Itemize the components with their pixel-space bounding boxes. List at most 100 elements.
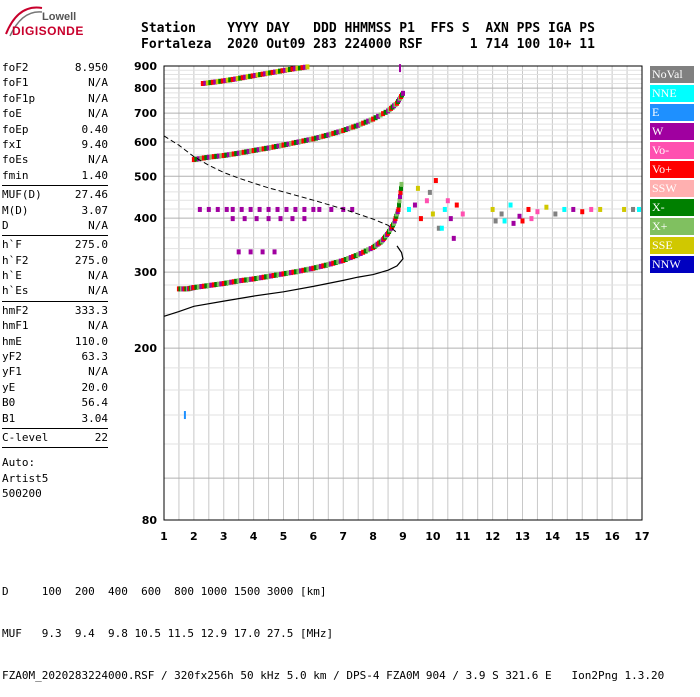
data-point (271, 144, 276, 150)
data-point (265, 70, 270, 76)
data-point (401, 90, 405, 96)
param-label: h`E (2, 269, 22, 283)
data-point (631, 206, 636, 212)
data-point (200, 81, 205, 87)
data-point (219, 153, 224, 159)
data-point (226, 152, 231, 158)
x-tick-label: 2 (190, 530, 198, 543)
data-point (436, 225, 441, 231)
x-tick-label: 16 (604, 530, 620, 543)
data-point (245, 74, 250, 80)
data-point (208, 80, 213, 86)
data-point (363, 119, 368, 125)
data-point (445, 198, 450, 204)
data-point (415, 185, 420, 191)
param-label: hmF2 (2, 303, 29, 317)
data-point (637, 206, 642, 212)
x-tick-label: 3 (220, 530, 228, 543)
data-point (333, 260, 338, 266)
data-point (261, 274, 266, 280)
data-point (254, 216, 259, 222)
data-point (274, 272, 279, 278)
data-point (430, 211, 435, 217)
data-point (248, 206, 253, 212)
x-tick-label: 6 (310, 530, 318, 543)
data-point (378, 112, 383, 118)
param-row: foEs N/A (2, 152, 108, 167)
data-point (275, 69, 280, 75)
data-point (318, 134, 323, 140)
data-point (535, 209, 540, 215)
param-value: 1.40 (81, 168, 109, 182)
plot-frame (163, 65, 643, 521)
param-row: foF2 8.950 (2, 60, 108, 75)
data-point (240, 75, 245, 81)
data-point (511, 220, 516, 226)
data-point (305, 64, 310, 70)
data-point (412, 202, 417, 208)
legend-item-x-: X- (650, 199, 694, 216)
data-point (571, 206, 576, 212)
y-tick-label: 700 (134, 107, 157, 120)
param-label: foF2 (2, 61, 29, 74)
param-value: N/A (88, 284, 108, 298)
x-tick-label: 13 (515, 530, 530, 543)
data-point (328, 131, 333, 137)
data-point (239, 150, 244, 156)
data-point (328, 261, 333, 267)
y-tick-label: 200 (134, 342, 157, 355)
data-point (343, 127, 348, 133)
data-point (263, 71, 268, 77)
param-label: MUF(D) (2, 188, 42, 202)
data-point (261, 146, 266, 152)
param-value: 0.40 (81, 122, 109, 136)
data-point (220, 78, 225, 84)
data-point (216, 153, 221, 159)
param-row: yF1 N/A (2, 364, 108, 379)
data-point (260, 71, 265, 77)
legend-item-noval: NoVal (650, 66, 694, 83)
data-point (244, 277, 249, 283)
data-point (368, 246, 373, 252)
data-point (233, 76, 238, 82)
param-divider (2, 447, 108, 449)
param-label: B1 (2, 411, 16, 425)
data-point (361, 249, 366, 255)
data-point (283, 142, 288, 148)
data-point (288, 140, 293, 146)
data-point (270, 69, 275, 75)
autoscale-line: Auto: (2, 456, 36, 470)
legend-item-w: W (650, 123, 694, 140)
data-point (201, 283, 206, 289)
data-point (183, 411, 186, 420)
data-point (260, 249, 265, 255)
param-value: N/A (88, 269, 108, 283)
data-point (274, 144, 279, 150)
data-point (224, 280, 229, 286)
data-point (293, 206, 298, 212)
data-point (321, 263, 326, 269)
x-tick-label: 11 (455, 530, 470, 543)
data-point (313, 265, 318, 271)
data-point (249, 148, 254, 154)
data-point (226, 280, 231, 286)
data-point (224, 152, 229, 158)
data-point (280, 68, 285, 74)
legend-item-vo-: Vo+ (650, 161, 694, 178)
data-point (204, 283, 209, 289)
param-label: M(D) (2, 203, 29, 217)
data-point (254, 276, 259, 282)
data-point (273, 69, 278, 75)
data-point (291, 269, 296, 275)
y-tick-label: 500 (134, 170, 157, 183)
data-point (331, 130, 336, 136)
autoscale-line: Artist5 (2, 471, 49, 485)
data-point (203, 80, 208, 86)
data-point (544, 204, 549, 210)
data-point (281, 142, 286, 148)
data-point (451, 235, 456, 241)
data-point (211, 154, 216, 160)
data-point (279, 271, 284, 277)
param-row: foEp 0.40 (2, 122, 108, 137)
param-label: foF1 (2, 76, 29, 90)
